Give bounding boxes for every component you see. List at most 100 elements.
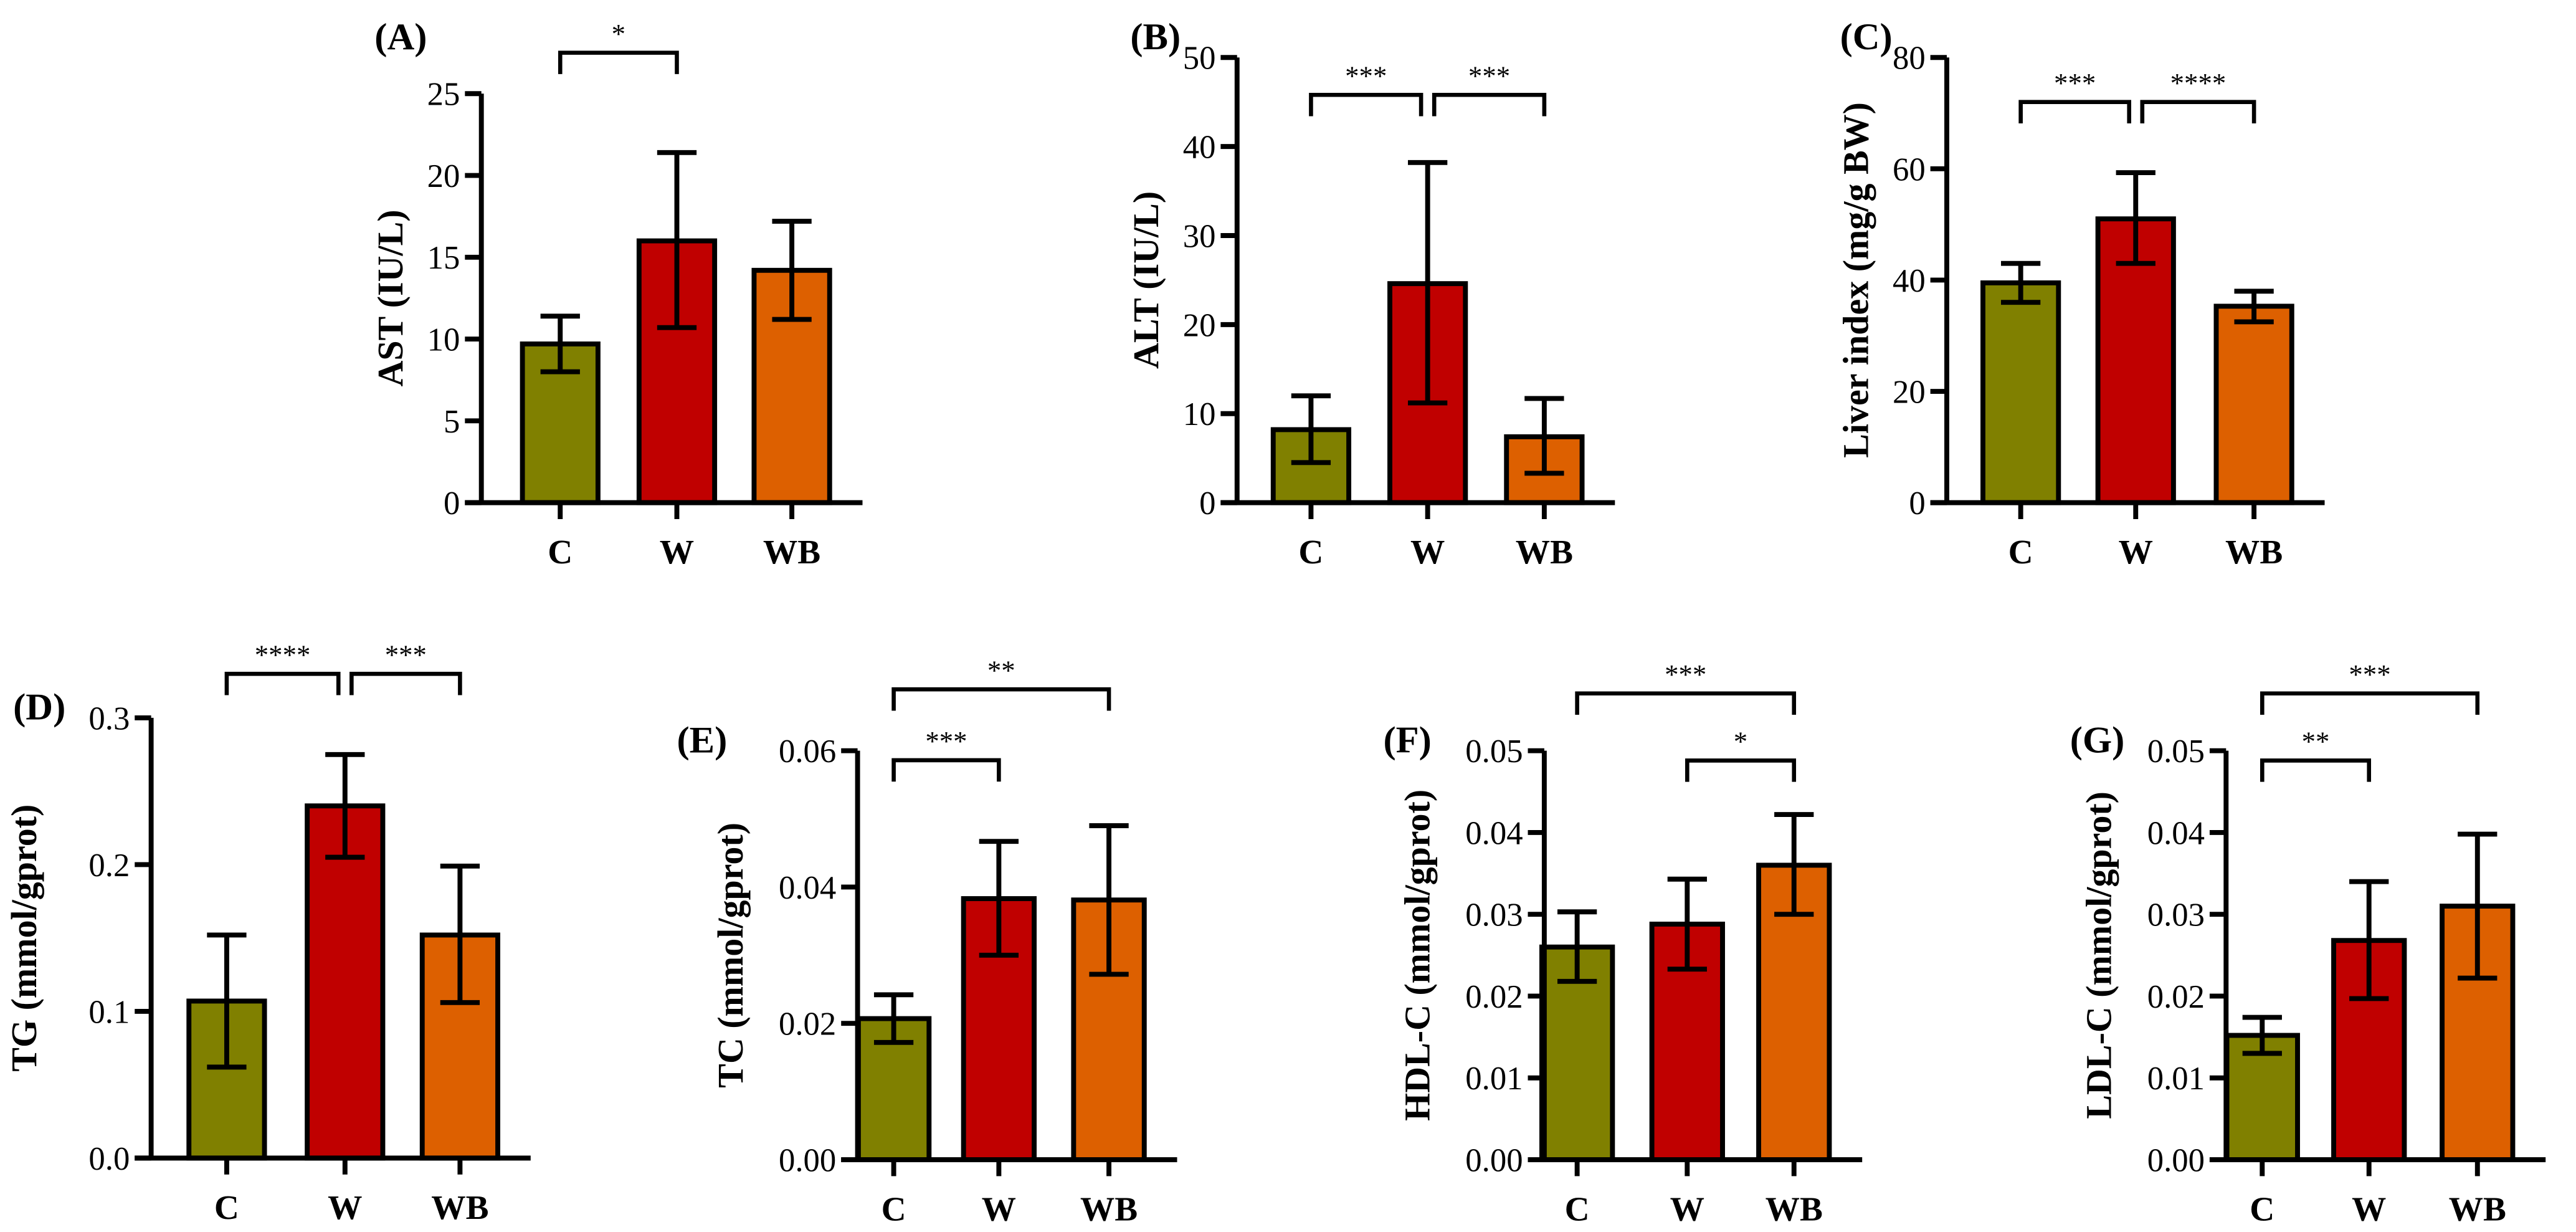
significance-bracket [1575,691,1797,715]
chart-panel-e: C W WB 0.00 0.02 0.04 0.06 TC (mmol/gprot) (E) **… [677,654,1177,1228]
y-tick-label: 0.00 [2147,1142,2205,1178]
y-tick-label: 0.02 [1465,979,1523,1015]
y-axis-label: AST (IU/L) [370,209,411,386]
x-tick-label: C [2008,533,2033,571]
y-tick-label: 0.3 [88,700,130,737]
y-axis-label: ALT (IU/L) [1126,191,1166,369]
panel-label: (A) [374,16,427,58]
y-tick-label: 0.04 [1465,815,1523,851]
y-tick-label: 10 [1183,396,1216,432]
significance-bracket [558,50,679,74]
chart-panel-a: C W WB 0 5 10 15 20 25 AST (IU/L) (A) * [370,16,863,571]
x-tick-label: C [214,1188,239,1226]
y-tick-label: 0.01 [1465,1061,1523,1097]
significance-bracket [891,687,1111,711]
y-tick-label: 60 [1893,151,1926,188]
x-tick-label: W [660,533,694,571]
y-tick-label: 0.02 [779,1006,836,1043]
y-tick-label: 40 [1183,130,1216,166]
y-axis-label: Liver index (mg/g BW) [1835,102,1876,458]
panel-label: (B) [1130,16,1181,58]
significance-label: *** [1468,60,1510,91]
panel-label: (E) [677,719,727,761]
significance-label: *** [2054,67,2096,98]
significance-bracket [2260,758,2372,782]
y-tick-label: 40 [1893,263,1926,299]
significance-bracket [1432,92,1547,117]
significance-label: *** [385,639,427,670]
y-tick-label: 0 [444,485,460,522]
y-tick-label: 20 [1183,307,1216,343]
significance-label: * [1734,726,1747,757]
y-tick-label: 0.00 [779,1142,836,1178]
x-tick-label: W [2119,533,2153,571]
y-tick-label: 0.00 [1465,1142,1523,1178]
chart-panel-g: C W WB 0.00 0.01 0.02 0.03 0.04 0.05 LDL-C (mmol/… [2070,659,2546,1228]
x-tick-label: W [328,1188,362,1226]
x-tick-label: C [1298,533,1323,571]
significance-bracket [224,671,341,695]
significance-label: *** [1665,659,1706,690]
x-tick-label: W [982,1190,1016,1228]
y-tick-label: 30 [1183,218,1216,254]
significance-bracket [2260,691,2480,715]
y-axis-label: TG (mmol/gprot) [4,805,44,1072]
y-tick-label: 25 [427,77,460,113]
y-tick-label: 0.0 [88,1141,130,1177]
significance-bracket [1685,758,1797,782]
y-tick-label: 0.02 [2147,979,2205,1015]
y-tick-label: 0.05 [1465,733,1523,770]
y-tick-label: 0.03 [2147,897,2205,934]
significance-bracket [891,758,1001,782]
significance-bracket [349,671,462,695]
significance-label: *** [2349,659,2390,690]
significance-label: ** [2302,726,2330,757]
bar-wb [2213,303,2294,505]
y-tick-label: 20 [427,158,460,194]
y-tick-label: 0.05 [2147,733,2205,770]
panel-label: (D) [13,687,65,728]
y-tick-label: 0.2 [88,848,130,884]
chart-panel-d: C W WB0.00.10.20.3TG (mmol/gprot)(D)**** **… [4,639,531,1226]
y-tick-label: 5 [444,404,460,440]
y-axis-label: HDL-C (mmol/gprot) [1397,790,1437,1121]
y-axis-label: TC (mmol/gprot) [710,823,751,1088]
x-tick-label: C [2250,1190,2274,1228]
y-tick-label: 0 [1909,485,1925,522]
significance-bracket [1309,92,1423,117]
significance-bracket [2018,100,2132,123]
chart-panel-c: C W WB 0 20 40 60 80 Liver index (mg/g BW) (C) ***… [1835,16,2325,571]
panel-label: (C) [1840,16,1893,58]
y-tick-label: 0 [1199,485,1215,522]
y-tick-label: 0.03 [1465,897,1523,934]
significance-bracket [2140,100,2256,123]
x-tick-label: WB [1080,1190,1138,1228]
y-axis-label: LDL-C (mmol/gprot) [2079,791,2119,1119]
significance-label: **** [2170,67,2227,98]
x-tick-label: W [2352,1190,2386,1228]
y-tick-label: 50 [1183,41,1216,77]
x-tick-label: W [1410,533,1445,571]
y-tick-label: 80 [1893,41,1926,77]
chart-panel-b: C W WB 0 10 20 30 40 50 ALT (IU/L) (B) *** *** [1126,16,1615,571]
x-tick-label: WB [431,1188,488,1226]
y-tick-label: 0.06 [779,733,836,770]
y-tick-label: 20 [1893,374,1926,410]
bar-c [1980,280,2061,505]
bar-w [2095,216,2176,505]
chart-panel-f: C W WB 0.00 0.01 0.02 0.03 0.04 0.05 HDL-C (mmol/… [1383,659,1863,1228]
y-tick-label: 0.1 [88,994,130,1030]
x-tick-label: C [882,1190,906,1228]
significance-label: ** [987,654,1015,685]
y-tick-label: 0.01 [2147,1061,2205,1097]
x-tick-label: WB [2449,1190,2506,1228]
x-tick-label: WB [763,533,820,571]
y-tick-label: 0.04 [779,870,836,906]
panel-label: (F) [1383,719,1431,761]
y-tick-label: 15 [427,240,460,276]
x-tick-label: C [548,533,573,571]
x-tick-label: C [1565,1190,1590,1228]
x-tick-label: WB [1516,533,1573,571]
significance-label: *** [925,725,967,757]
